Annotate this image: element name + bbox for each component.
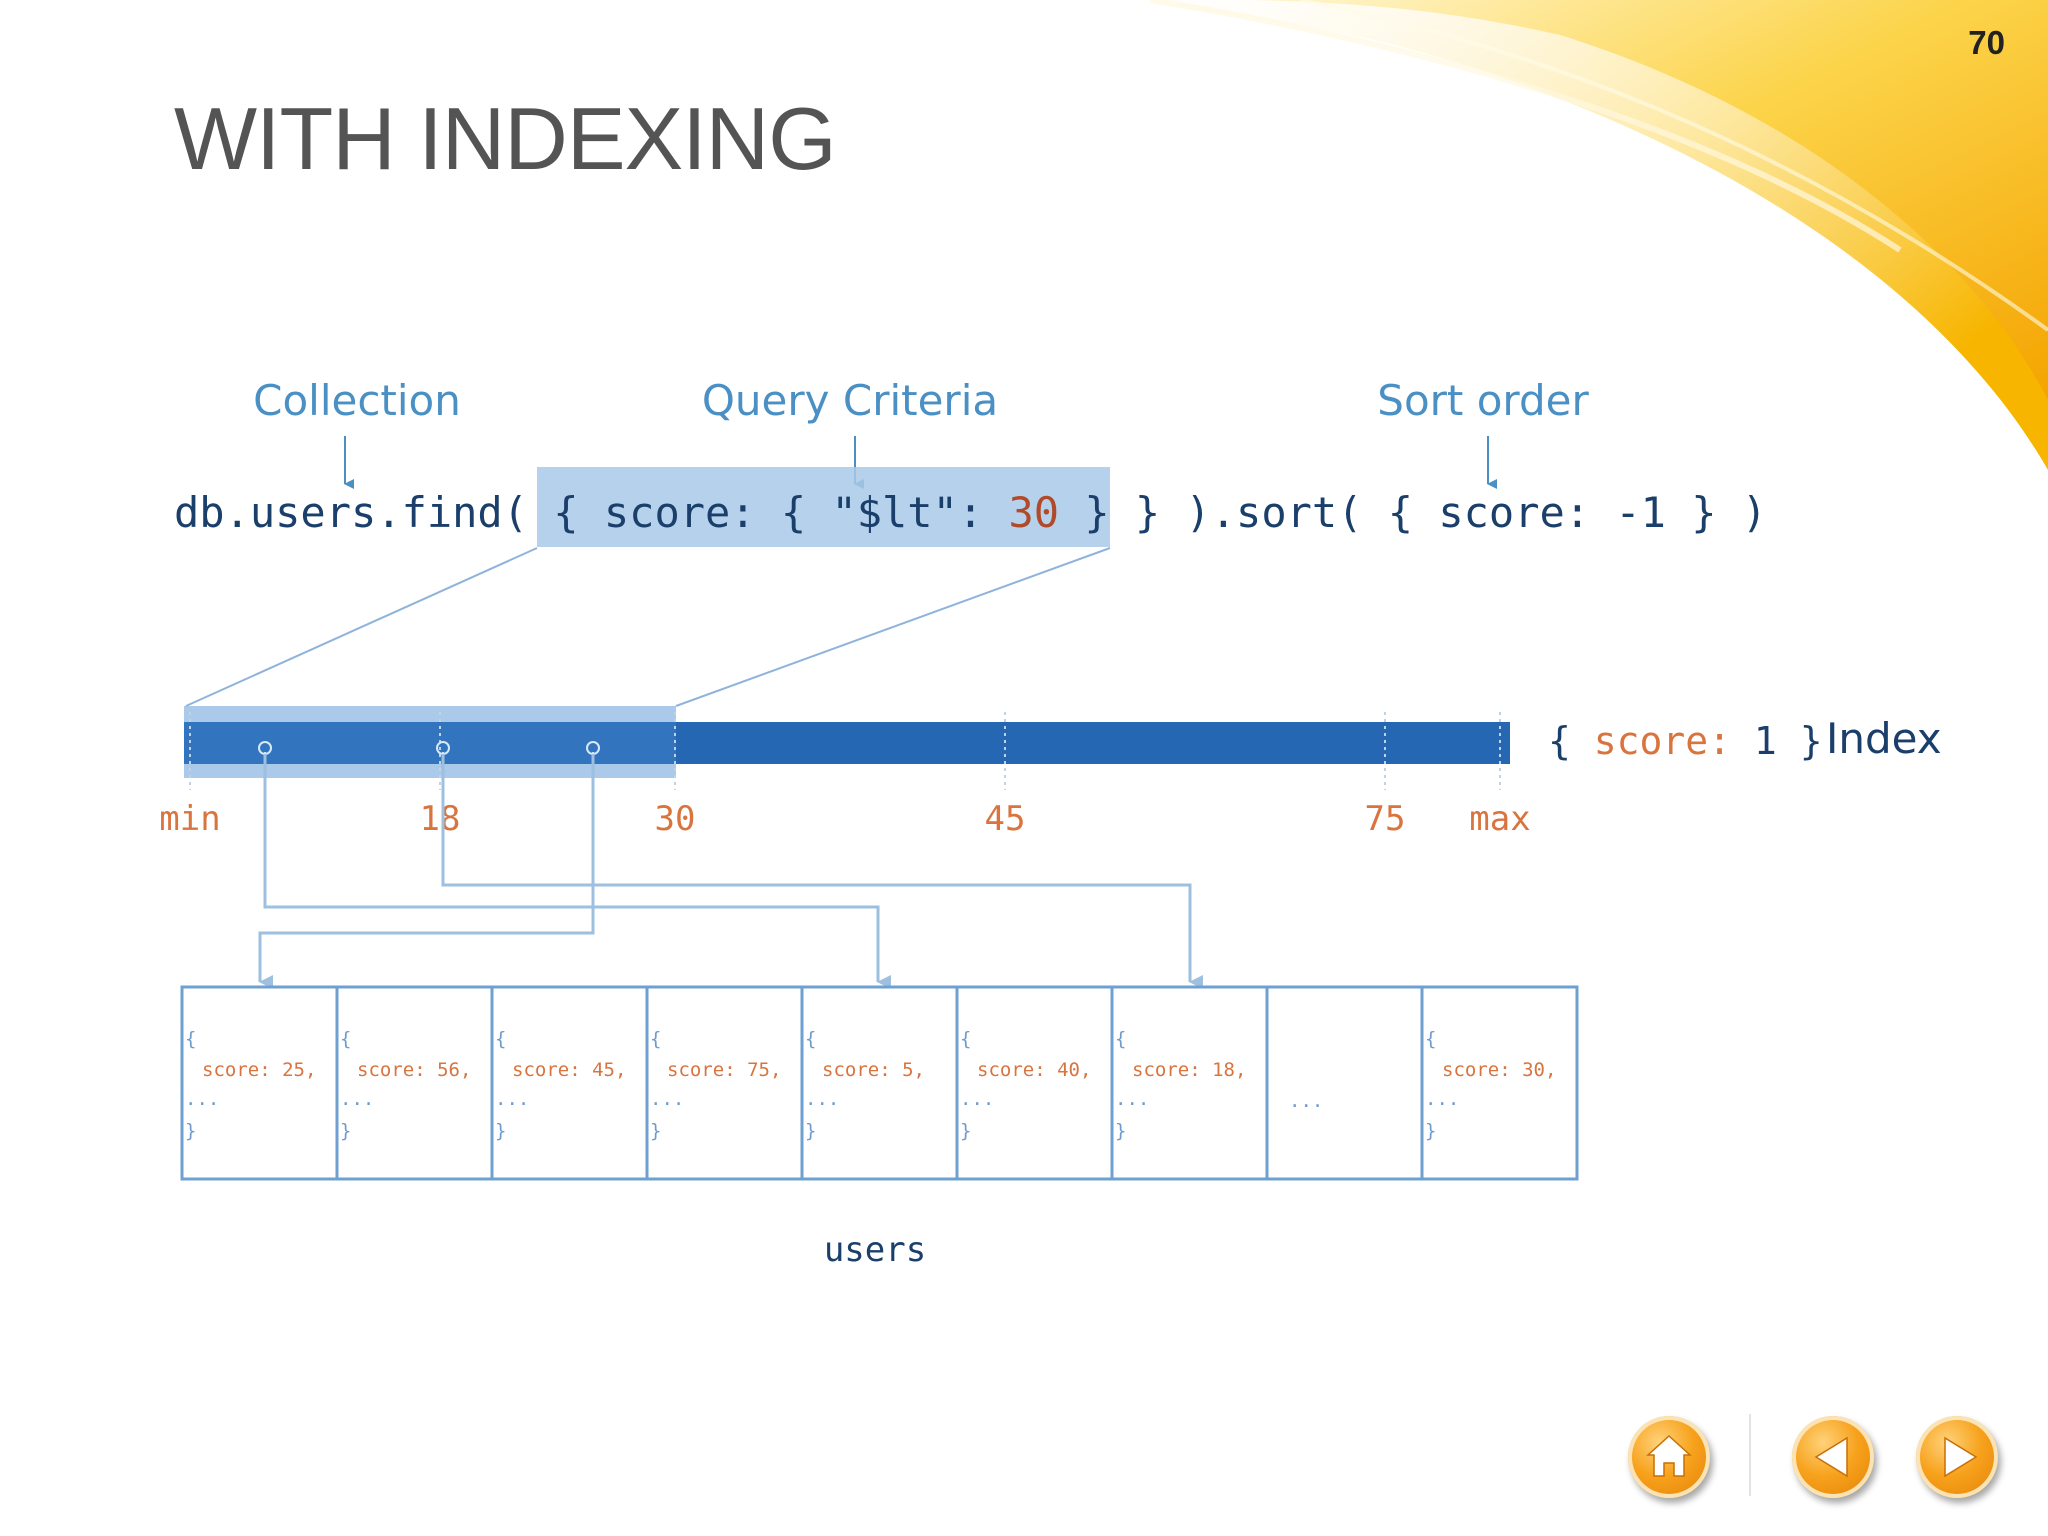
index-brace-open: { (1548, 719, 1594, 763)
document-ellipsis: ... (1425, 1088, 1459, 1110)
collection-label: Collection (253, 376, 461, 425)
projection-line-left (185, 547, 538, 707)
previous-button[interactable] (1792, 1416, 1874, 1498)
document-box: { score: 56,...} (335, 985, 494, 1181)
document-open-brace: { (960, 1028, 971, 1050)
index-range-core (184, 722, 676, 764)
document-score-field: score: 5, (822, 1059, 925, 1081)
document-border (1420, 985, 1579, 1181)
index-pointers (258, 754, 1203, 989)
document-box: { score: 30,...} (1420, 985, 1579, 1181)
home-button[interactable] (1628, 1416, 1710, 1498)
document-ellipsis: ... (1289, 1090, 1323, 1112)
index-tick-lines (189, 712, 1501, 790)
document-box: { score: 40,...} (955, 985, 1114, 1181)
document-ellipsis: ... (1115, 1088, 1149, 1110)
page-number: 70 (1968, 24, 2005, 61)
query-criteria-label: Query Criteria (702, 376, 998, 425)
pointer-key-1 (263, 754, 891, 989)
document-score-field: score: 75, (667, 1059, 781, 1081)
document-open-brace: { (495, 1028, 506, 1050)
home-icon (1646, 1434, 1692, 1477)
query-code-part: 30 (1008, 488, 1059, 537)
sort-order-label: Sort order (1377, 376, 1589, 425)
query-code-part: ).sort( { score: -1 } ) (1160, 488, 1767, 537)
query-code: db.users.find( { score: { "$lt": 30 } } … (174, 488, 1767, 537)
document-close-brace: } (185, 1120, 196, 1142)
index-tick-label: max (1469, 799, 1530, 839)
document-close-brace: } (1115, 1120, 1126, 1142)
document-open-brace: { (650, 1028, 661, 1050)
document-open-brace: { (340, 1028, 351, 1050)
document-close-brace: } (960, 1120, 971, 1142)
document-box: { score: 18,...} (1110, 985, 1269, 1181)
document-ellipsis: ... (340, 1088, 374, 1110)
index-tick-labels: min 18 30 45 75 max (159, 799, 1530, 839)
query-code-part: } } (1059, 488, 1160, 537)
index-key: score: (1594, 719, 1731, 763)
document-ellipsis: ... (960, 1088, 994, 1110)
index-tick-label: 30 (655, 799, 696, 839)
previous-icon (1814, 1436, 1848, 1478)
index-tick-label: 45 (985, 799, 1026, 839)
document-open-brace: { (805, 1028, 816, 1050)
document-close-brace: } (1425, 1120, 1436, 1142)
pointer-key-3 (258, 754, 595, 989)
next-icon (1944, 1436, 1978, 1478)
users-collection: { score: 25,...} { score: 56,...} { score: 45… (180, 985, 1579, 1181)
nav-separator (1749, 1414, 1751, 1496)
document-open-brace: { (1425, 1028, 1436, 1050)
index-tick-label: 75 (1365, 799, 1406, 839)
document-box: { score: 75,...} (645, 985, 804, 1181)
document-ellipsis: ... (805, 1088, 839, 1110)
index-definition: { score: 1 } (1548, 719, 1823, 763)
pointer-key-2 (441, 754, 1203, 989)
index-direction: 1 (1731, 719, 1777, 763)
query-code-part: db.users.find( (174, 488, 528, 537)
index-label: Index (1826, 714, 1942, 763)
index-brace-close: } (1777, 719, 1823, 763)
projection-line-right (675, 547, 1111, 707)
slide-title: WITH INDEXING (174, 89, 837, 188)
document-score-field: score: 18, (1132, 1059, 1246, 1081)
document-close-brace: } (340, 1120, 351, 1142)
next-button[interactable] (1916, 1416, 1998, 1498)
document-ellipsis: ... (495, 1088, 529, 1110)
index-tick-label: 18 (420, 799, 461, 839)
collection-name: users (824, 1230, 926, 1270)
document-open-brace: { (1115, 1028, 1126, 1050)
document-close-brace: } (495, 1120, 506, 1142)
document-score-field: score: 56, (357, 1059, 471, 1081)
index-tick-label: min (159, 799, 220, 839)
document-close-brace: } (805, 1120, 816, 1142)
query-code-part: { score: { "$lt": (528, 488, 1008, 537)
document-open-brace: { (185, 1028, 196, 1050)
document-box: { score: 5,...} (800, 985, 959, 1181)
document-score-field: score: 45, (512, 1059, 626, 1081)
document-ellipsis: ... (650, 1088, 684, 1110)
document-score-field: score: 25, (202, 1059, 316, 1081)
collection-frame (180, 985, 1579, 1181)
document-ellipsis: ... (185, 1088, 219, 1110)
document-close-brace: } (650, 1120, 661, 1142)
document-score-field: score: 30, (1442, 1059, 1556, 1081)
document-score-field: score: 40, (977, 1059, 1091, 1081)
query-criteria-highlight (537, 467, 1110, 547)
